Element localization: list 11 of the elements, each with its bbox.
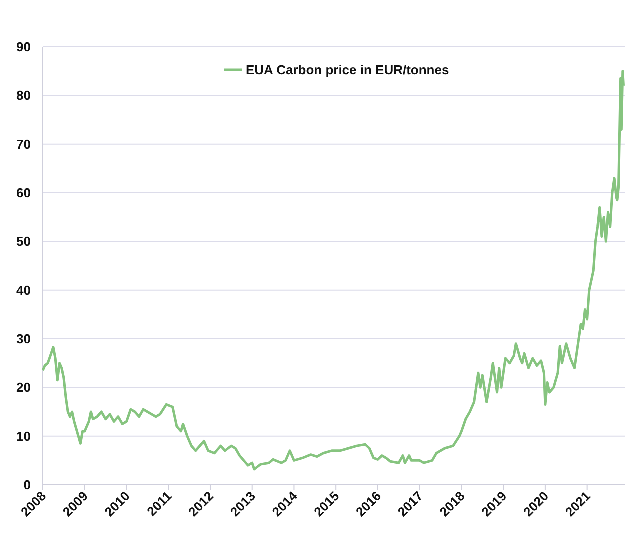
legend-label: EUA Carbon price in EUR/tonnes — [246, 62, 450, 78]
y-tick-label: 40 — [16, 282, 31, 298]
y-tick-label: 60 — [16, 186, 31, 201]
y-tick-label: 80 — [16, 88, 31, 104]
y-tick-label: 30 — [16, 332, 31, 347]
y-tick-label: 70 — [16, 136, 31, 152]
y-tick-label: 10 — [16, 428, 31, 444]
y-tick-label: 50 — [16, 234, 31, 250]
y-tick-label: 20 — [16, 380, 31, 396]
y-tick-label: 0 — [24, 478, 31, 493]
y-tick-label: 90 — [16, 40, 31, 55]
